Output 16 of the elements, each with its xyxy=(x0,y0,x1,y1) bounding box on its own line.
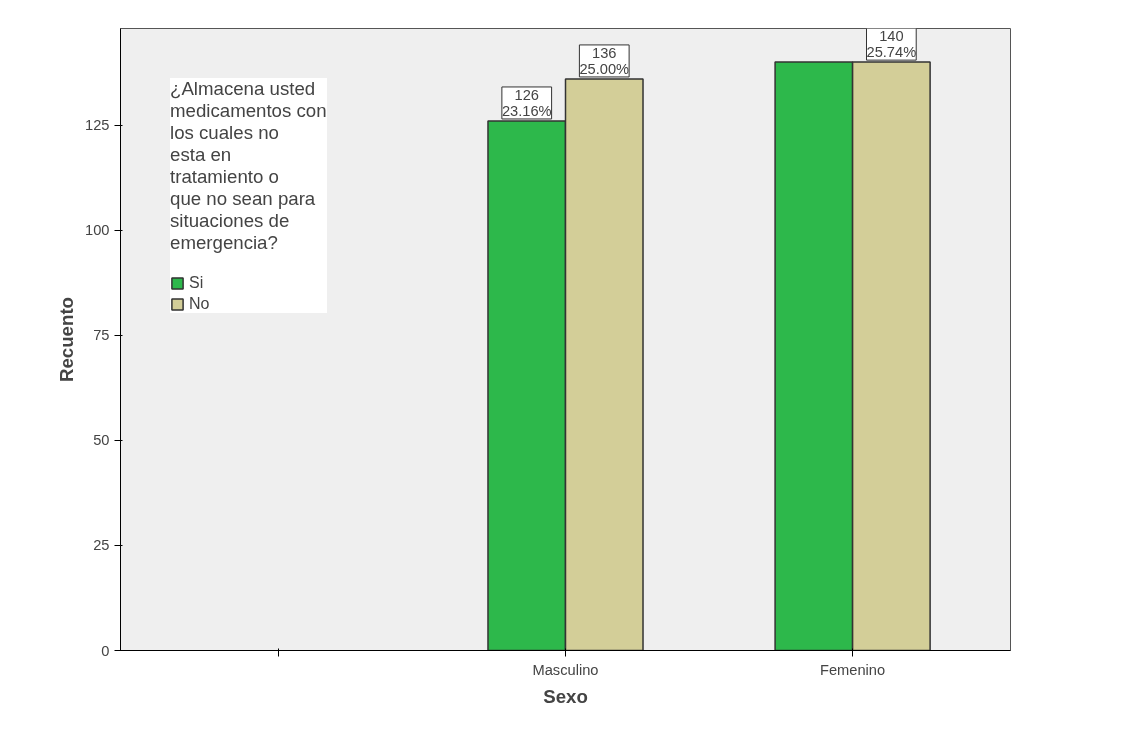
legend-label: No xyxy=(189,295,210,313)
x-tick-label: Femenino xyxy=(820,661,886,678)
data-label: 140 25.74% xyxy=(866,28,917,61)
data-label: 136 25.00% xyxy=(579,44,630,77)
data-label: 126 23.16% xyxy=(501,86,552,119)
y-tick-label: 0 xyxy=(101,642,110,659)
legend-label: Si xyxy=(189,274,205,292)
legend-title: ¿Almacena usted medicamentos con los cuales no esta en tratamiento o que no sean para situaciones de emergencia? xyxy=(170,78,327,254)
y-tick-label: 25 xyxy=(93,537,110,554)
y-axis-title: Recuento xyxy=(56,296,78,382)
y-tick-label: 50 xyxy=(93,432,110,449)
y-tick-label: 75 xyxy=(93,327,110,344)
y-tick-label: 125 xyxy=(85,117,110,134)
x-tick-label: Masculino xyxy=(532,661,599,678)
y-tick-label: 100 xyxy=(85,222,110,239)
x-axis-title: Sexo xyxy=(543,685,588,707)
